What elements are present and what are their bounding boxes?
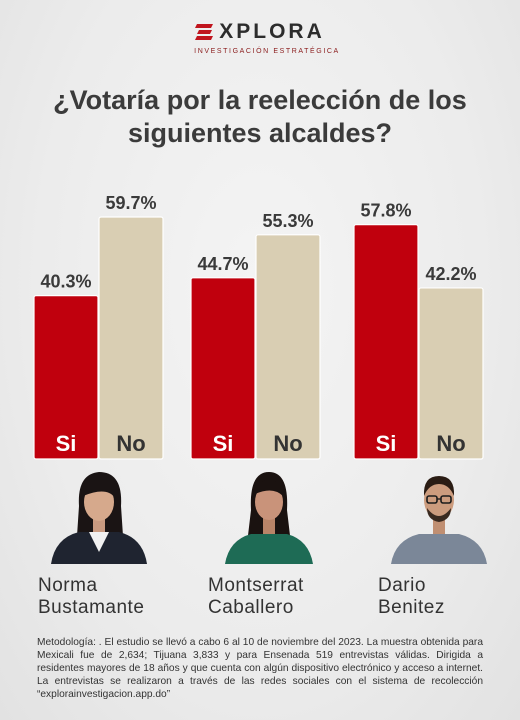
bar-series-label-no-2: No xyxy=(273,431,302,456)
explora-logo-icon xyxy=(195,24,214,40)
candidate-card-2: Montserrat Caballero xyxy=(204,466,374,619)
reelection-bar-chart: 40.3% Si 59.7% No 44.7% Si 55.3% No 57.8% Si 42.2%… xyxy=(33,193,484,460)
brand-tagline: INVESTIGACIÓN ESTRATÉGICA xyxy=(194,48,340,55)
candidate-name: Dario Benitez xyxy=(378,575,445,618)
data-label-si-2: 44.7% xyxy=(197,254,248,274)
bar-no-3 xyxy=(418,287,484,460)
bar-series-label-si-1: Si xyxy=(56,431,77,456)
data-label-no-2: 55.3% xyxy=(262,211,313,231)
bar-series-label-no-1: No xyxy=(116,431,145,456)
bar-series-label-no-3: No xyxy=(436,431,465,456)
bar-series-label-si-3: Si xyxy=(376,431,397,456)
bar-series-label-si-2: Si xyxy=(213,431,234,456)
candidate-card-1: Norma Bustamante xyxy=(34,466,204,619)
portrait-photo-norma xyxy=(51,472,147,564)
chart-headline: ¿Votaría por la reelección de los siguie… xyxy=(53,85,467,148)
data-label-no-1: 59.7% xyxy=(105,193,156,213)
data-label-no-3: 42.2% xyxy=(425,264,476,284)
portrait-photo-dario xyxy=(391,476,487,564)
bar-no-1 xyxy=(98,216,164,460)
bar-si-2 xyxy=(190,277,256,460)
bar-si-1 xyxy=(33,295,99,460)
methodology-note: Metodología: . El estudio se llevó a cab… xyxy=(37,637,483,700)
candidate-name: Norma Bustamante xyxy=(38,575,145,618)
brand-name: XPLORA xyxy=(219,20,325,43)
candidate-name: Montserrat Caballero xyxy=(208,575,304,618)
brand-logo: XPLORA INVESTIGACIÓN ESTRATÉGICA xyxy=(0,20,520,55)
candidate-card-3: Dario Benitez xyxy=(374,466,520,619)
data-label-si-1: 40.3% xyxy=(40,272,91,292)
bar-no-2 xyxy=(255,234,321,460)
bar-si-3 xyxy=(353,224,419,460)
portrait-photo-montserrat xyxy=(225,472,313,564)
data-label-si-3: 57.8% xyxy=(360,201,411,221)
